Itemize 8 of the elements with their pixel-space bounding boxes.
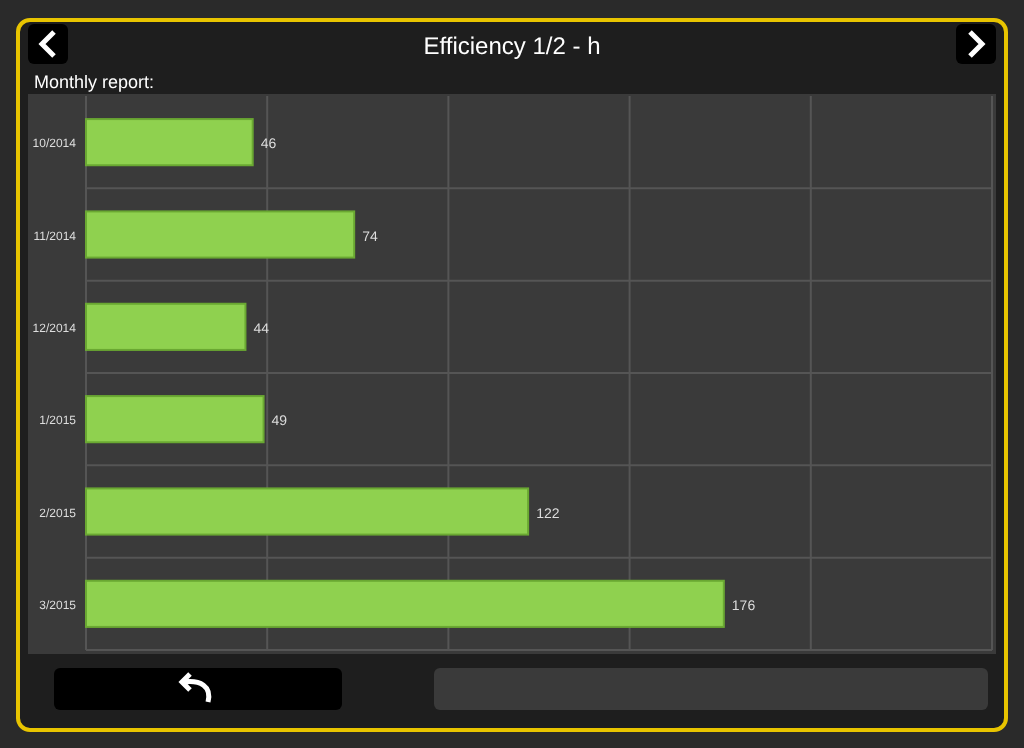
bar	[85, 302, 247, 351]
chart-subtitle: Monthly report:	[34, 72, 155, 92]
bar	[85, 487, 530, 536]
bar	[85, 395, 265, 444]
chart-title: Efficiency 1/2 - h	[423, 32, 601, 60]
bar	[85, 118, 254, 167]
bar	[85, 210, 356, 259]
bar	[85, 579, 725, 628]
